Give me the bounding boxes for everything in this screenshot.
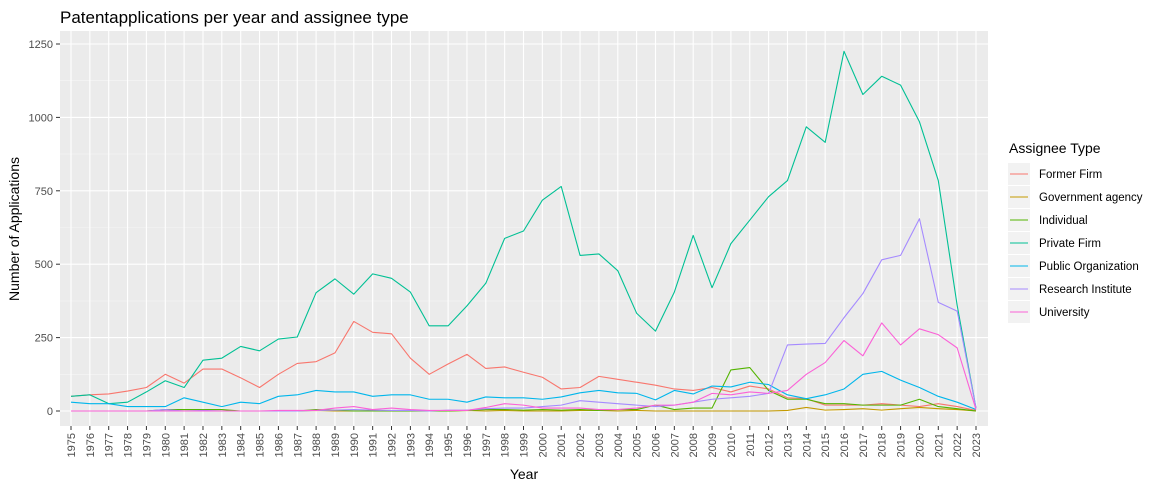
series-line	[71, 367, 977, 412]
y-tick-label: 750	[35, 186, 53, 198]
x-tick-label: 2000	[537, 433, 549, 457]
x-tick-label: 1993	[405, 433, 417, 457]
x-tick-label: 1988	[311, 433, 323, 457]
x-tick-label: 1985	[255, 433, 267, 457]
y-tick-label: 1000	[29, 112, 53, 124]
x-tick-label: 2009	[707, 433, 719, 457]
x-tick-label: 2022	[952, 433, 964, 457]
x-tick-label: 1978	[123, 433, 135, 457]
x-tick-label: 2014	[801, 433, 813, 457]
x-tick-label: 1975	[66, 433, 78, 457]
legend-label: Government agency	[1039, 192, 1143, 204]
x-tick-label: 2018	[877, 433, 889, 457]
x-tick-label: 2003	[594, 433, 606, 457]
x-tick-label: 2017	[858, 433, 870, 457]
x-tick-label: 1992	[387, 433, 399, 457]
x-tick-label: 1998	[500, 433, 512, 457]
x-tick-label: 2021	[933, 433, 945, 457]
x-tick-label: 1981	[179, 433, 191, 457]
x-tick-label: 1976	[85, 433, 97, 457]
x-axis: 1975 1976 1977 1978 1979 1980 1981 1982 1983 1984…	[66, 426, 983, 457]
x-tick-label: 1987	[292, 433, 304, 457]
x-tick-label: 2002	[575, 433, 587, 457]
x-tick-label: 2012	[764, 433, 776, 457]
x-tick-label: 1982	[198, 433, 210, 457]
x-tick-label: 1979	[141, 433, 153, 457]
y-tick-label: 0	[47, 406, 53, 418]
x-tick-label: 1991	[368, 433, 380, 457]
legend-label: University	[1039, 307, 1090, 319]
x-tick-label: 2005	[632, 433, 644, 457]
x-tick-label: 1999	[519, 433, 531, 457]
y-axis-title: Number of Applications	[6, 157, 22, 301]
x-tick-label: 1996	[462, 433, 474, 457]
legend-label: Research Institute	[1039, 284, 1132, 296]
series-line	[70, 370, 977, 411]
series-line	[70, 50, 977, 409]
x-tick-label: 1983	[217, 433, 229, 457]
x-tick-label: 1994	[424, 433, 436, 457]
y-tick-label: 500	[35, 259, 53, 271]
x-tick-label: 2007	[669, 433, 681, 457]
x-tick-label: 1997	[481, 433, 493, 457]
x-tick-label: 2020	[914, 433, 926, 457]
legend-label: Individual	[1039, 215, 1088, 227]
series-line	[71, 322, 977, 412]
grid-major	[60, 31, 988, 426]
x-tick-label: 1990	[349, 433, 361, 457]
x-tick-label: 2006	[650, 433, 662, 457]
chart-title: Patentapplications per year and assignee…	[60, 8, 409, 27]
x-tick-label: 2001	[556, 433, 568, 457]
series-line	[70, 320, 977, 411]
x-tick-label: 1980	[160, 433, 172, 457]
series-lines	[70, 50, 977, 412]
y-axis: 0 250 500 750 1000 1250	[29, 39, 60, 418]
x-tick-label: 2016	[839, 433, 851, 457]
x-tick-label: 2010	[726, 433, 738, 457]
y-tick-label: 1250	[29, 39, 53, 51]
x-tick-label: 2004	[613, 433, 625, 457]
x-axis-title: Year	[510, 466, 539, 482]
x-tick-label: 2008	[688, 433, 700, 457]
x-tick-label: 1977	[104, 433, 116, 457]
x-tick-label: 2011	[745, 433, 757, 457]
x-tick-label: 1986	[273, 433, 285, 457]
x-tick-label: 2019	[896, 433, 908, 457]
x-tick-label: 1989	[330, 433, 342, 457]
x-tick-label: 1995	[443, 433, 455, 457]
legend-label: Former Firm	[1039, 169, 1102, 181]
x-tick-label: 2013	[782, 433, 794, 457]
legend: Assignee Type Former Firm Government agen…	[1008, 140, 1143, 323]
legend-title: Assignee Type	[1009, 140, 1101, 156]
legend-label: Public Organization	[1039, 261, 1139, 273]
x-tick-label: 2015	[820, 433, 832, 457]
x-tick-label: 2023	[971, 433, 983, 457]
legend-label: Private Firm	[1039, 238, 1101, 250]
y-tick-label: 250	[35, 333, 53, 345]
x-tick-label: 1984	[236, 433, 248, 457]
